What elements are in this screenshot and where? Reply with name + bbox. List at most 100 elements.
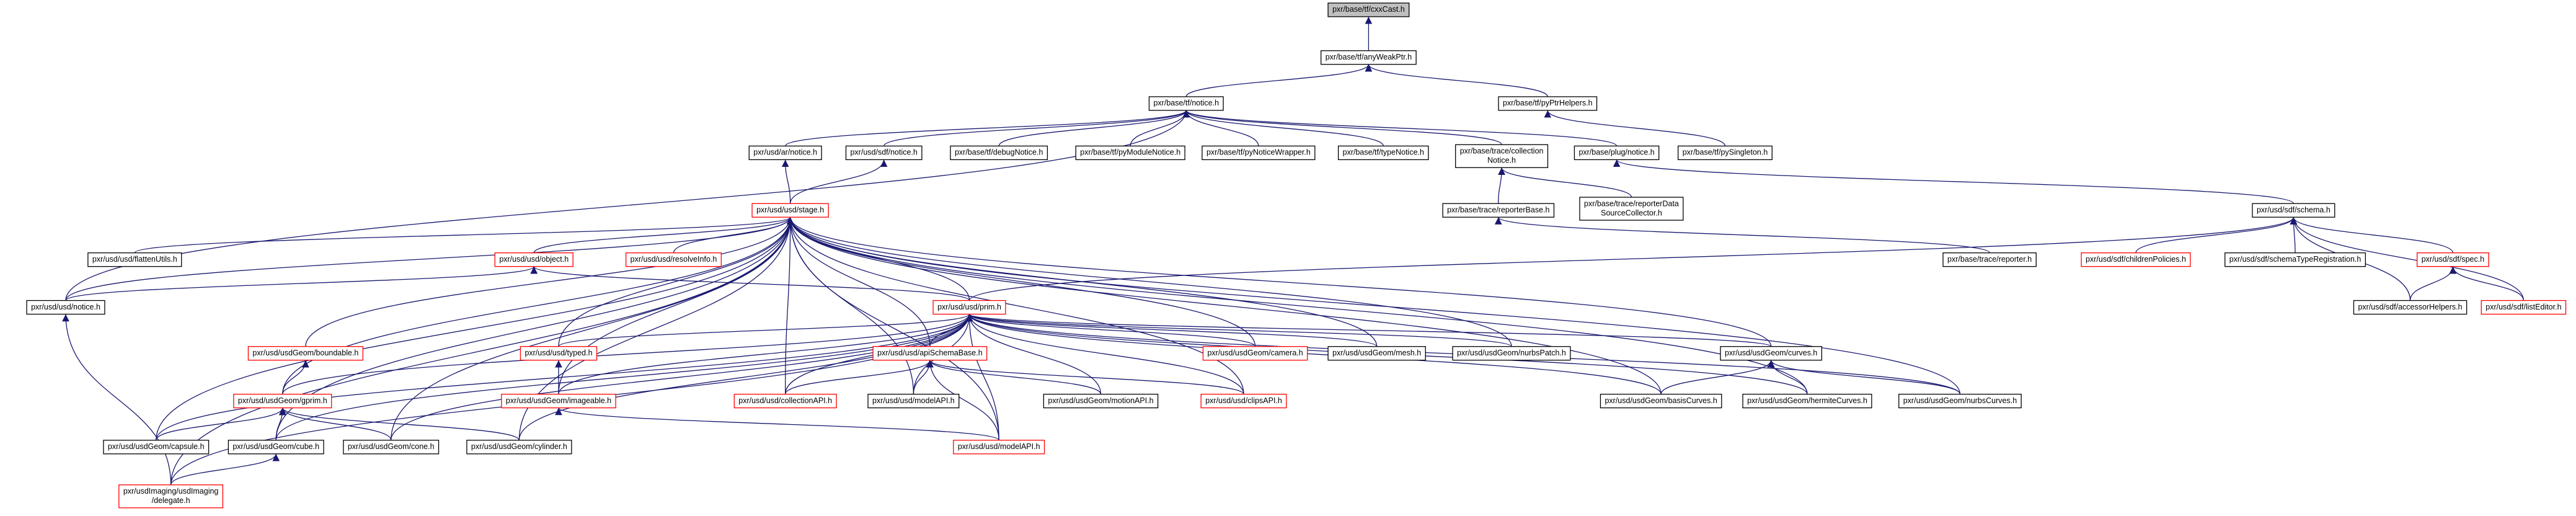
node: pxr/usd/usdGeom/mesh.h (1327, 346, 1426, 361)
node-label: pxr/usd/sdf/accessorHelpers.h (2358, 303, 2462, 311)
node-label: pxr/usd/usdGeom/capsule.h (108, 442, 205, 451)
node: pxr/usd/sdf/accessorHelpers.h (2353, 300, 2468, 315)
node-label: pxr/usd/usd/notice.h (31, 303, 100, 311)
edge (558, 314, 973, 394)
edge (786, 217, 1244, 394)
node-label: pxr/base/tf/notice.h (1153, 99, 1219, 107)
edge (65, 217, 794, 301)
edge (965, 314, 999, 440)
node-box (1442, 203, 1555, 218)
node: pxr/usd/usdGeom/imageable.h (501, 393, 616, 409)
node: pxr/usd/usd/resolveInfo.h (626, 252, 722, 267)
node-box (2417, 252, 2489, 267)
edge (279, 407, 392, 440)
node: pxr/base/tf/pyModuleNotice.h (1075, 145, 1185, 161)
edge (786, 217, 931, 347)
edge (966, 313, 1772, 347)
node-label: pxr/base/tf/pyNoticeWrapper.h (1206, 148, 1311, 157)
edge (170, 453, 280, 486)
node-box (501, 393, 616, 409)
node-label: pxr/usd/usdGeom/cylinder.h (471, 442, 567, 451)
node: pxr/usd/usdGeom/capsule.h (103, 440, 210, 455)
node-label: pxr/base/tf/pyPtrHelpers.h (1503, 99, 1593, 107)
edge (2290, 216, 2454, 253)
node: pxr/usd/usd/modelAPI.h (953, 440, 1045, 455)
edge (275, 314, 973, 440)
edge (781, 159, 791, 204)
node-label: pxr/base/trace/collection (1460, 147, 1544, 156)
edge (1182, 110, 1384, 146)
node-label: pxr/usd/usdGeom/nurbsCurves.h (1903, 396, 2017, 405)
node-label: pxr/usd/sdf/spec.h (2422, 255, 2484, 264)
node-box (118, 484, 224, 509)
node: pxr/usd/usdGeom/cone.h (343, 440, 440, 455)
node-label: pxr/usd/usd/collectionAPI.h (738, 396, 832, 405)
node-box (494, 252, 573, 267)
node-box (228, 440, 324, 455)
node: pxr/usd/usdGeom/camera.h (1202, 346, 1308, 361)
edge (279, 407, 520, 441)
edge (1544, 110, 1726, 146)
node-label: pxr/usd/usdGeom/boundable.h (252, 349, 358, 357)
edge (786, 217, 1662, 394)
node: pxr/usd/usd/clipsAPI.h (1200, 393, 1287, 409)
node-box (1321, 50, 1417, 65)
node-label: pxr/usd/sdf/childrenPolicies.h (2086, 255, 2186, 264)
node-box (1452, 346, 1571, 361)
edge (156, 217, 794, 440)
node: pxr/usd/ar/notice.h (748, 145, 822, 161)
node: pxr/usd/usdGeom/hermiteCurves.h (1742, 393, 1872, 409)
node-label: pxr/base/tf/pySingleton.h (1683, 148, 1768, 157)
node: pxr/base/tf/pyPtrHelpers.h (1498, 96, 1598, 111)
node-label: pxr/usd/usdGeom/camera.h (1207, 349, 1303, 357)
node: pxr/base/tf/pySingleton.h (1678, 145, 1773, 161)
node-label: pxr/base/tf/typeNotice.h (1343, 148, 1424, 157)
edge (965, 314, 1244, 394)
edge (1185, 64, 1373, 97)
edge (62, 314, 172, 485)
node-box (1202, 346, 1308, 361)
node-label: pxr/usd/usd/object.h (499, 255, 569, 264)
node: pxr/base/trace/reporter.h (1942, 252, 2037, 267)
node: pxr/usd/usdGeom/basisCurves.h (1600, 393, 1722, 409)
node-label: pxr/usd/usdGeom/imageable.h (506, 396, 611, 405)
edge (282, 314, 973, 394)
edge (926, 360, 999, 440)
node: pxr/base/trace/reporterBase.h (1442, 203, 1555, 218)
edge (2135, 216, 2298, 253)
node-box (950, 145, 1048, 161)
node: pxr/usd/usdGeom/curves.h (1720, 346, 1823, 361)
node-label: pxr/usd/usd/typed.h (524, 349, 592, 357)
node-label: pxr/usd/usd/resolveInfo.h (631, 255, 717, 264)
node-label: pxr/usd/usd/prim.h (937, 303, 1001, 311)
edge (998, 110, 1190, 146)
node-label: pxr/base/tf/pyModuleNotice.h (1080, 148, 1180, 157)
edge (1182, 110, 1502, 145)
node-label: pxr/usd/usdGeom/nurbsPatch.h (1457, 349, 1566, 357)
node: pxr/base/tf/cxxCast.h (1327, 2, 1410, 17)
edge (282, 360, 309, 394)
node-box (1327, 346, 1426, 361)
edge (965, 314, 1662, 394)
node-box (1455, 144, 1549, 168)
node-box (1202, 145, 1316, 161)
edge (1767, 360, 1961, 394)
node-box (2353, 300, 2468, 315)
edge (391, 217, 794, 440)
edge (790, 159, 888, 204)
edge (785, 360, 934, 394)
node-label: pxr/usd/ar/notice.h (753, 148, 817, 157)
node-label: pxr/base/tf/debugNotice.h (955, 148, 1043, 157)
edge (156, 314, 973, 440)
node-box (1075, 145, 1185, 161)
edge (968, 217, 2297, 301)
node: pxr/usdImaging/usdImaging/delegate.h (118, 484, 224, 509)
node: pxr/usd/sdf/notice.h (845, 145, 923, 161)
node-box (466, 440, 572, 455)
node: pxr/usd/usd/modelAPI.h (867, 393, 960, 409)
node-label: pxr/usd/usd/flattenUtils.h (92, 255, 177, 264)
node-box (1678, 145, 1773, 161)
node-box (733, 393, 837, 409)
